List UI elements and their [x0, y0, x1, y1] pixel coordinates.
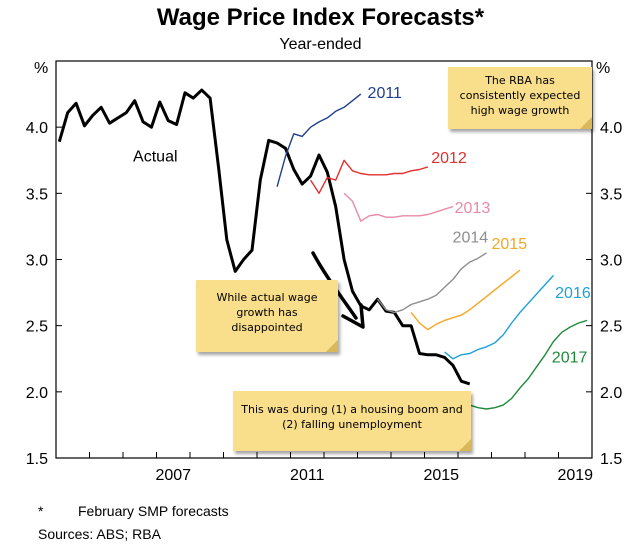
- y-tick-label-left: 4.0: [26, 120, 48, 137]
- series-label-2015: 2015: [492, 236, 528, 253]
- note-actual-text: While actual wage growth has disappointe…: [216, 291, 318, 334]
- series-line-2012: [310, 159, 429, 195]
- y-tick-label-left: 1.5: [26, 451, 48, 468]
- y-tick-label-right: 2.0: [600, 385, 622, 402]
- y-tick-label-left: 2.0: [26, 385, 48, 402]
- series-line-actual: [57, 88, 471, 386]
- y-tick-label-left: 3.5: [26, 186, 48, 203]
- note-fold-icon: [459, 439, 471, 451]
- arrow-head-icon: [341, 303, 365, 329]
- line-chart: 4.0 4.0 3.5 3.5 3.0 3.0 2.5 2.5 2.0 2.0 1.5 1.5% % 20…: [26, 60, 623, 484]
- note-fold-icon: [326, 340, 338, 352]
- series-label-2011: 2011: [368, 85, 403, 102]
- y-tick-label-right: 3.5: [600, 186, 622, 203]
- y-tick-label-right: 4.0: [600, 120, 622, 137]
- y-tick-label-right: 2.5: [600, 319, 622, 336]
- sources-line: Sources: ABS; RBA: [38, 526, 161, 542]
- series-line-2017: [469, 319, 588, 410]
- series-label-2013: 2013: [455, 200, 491, 217]
- note-rba-expected: The RBA has consistently expected high w…: [448, 67, 592, 129]
- y-unit-right: %: [596, 60, 610, 77]
- x-tick-label: 2007: [155, 467, 191, 484]
- note-fold-icon: [580, 117, 592, 129]
- y-tick-label-left: 2.5: [26, 319, 48, 336]
- x-tick-label: 2015: [423, 467, 459, 484]
- series-label-2016: 2016: [555, 285, 591, 302]
- footnote-text: February SMP forecasts: [78, 503, 229, 519]
- footnote-marker: *: [38, 503, 44, 519]
- note-actual-disappointed: While actual wage growth has disappointe…: [196, 280, 338, 352]
- note-housing-boom: This was during (1) a housing boom and (…: [233, 391, 471, 451]
- note-rba-text: The RBA has consistently expected high w…: [459, 74, 581, 117]
- series-label-2017: 2017: [552, 350, 588, 367]
- chart-subtitle: Year-ended: [279, 36, 362, 53]
- series-line-2016: [444, 274, 555, 360]
- note-housing-text: This was during (1) a housing boom and (…: [241, 403, 463, 431]
- footnote: * February SMP forecasts: [38, 503, 229, 519]
- series-line-2015: [410, 269, 521, 331]
- y-tick-label-right: 1.5: [600, 451, 622, 468]
- series-line-2013: [343, 192, 454, 222]
- series-line-2014: [377, 252, 487, 314]
- chart-title: Wage Price Index Forecasts*: [156, 4, 485, 31]
- y-tick-label-left: 3.0: [26, 253, 48, 270]
- x-tick-label: 2011: [290, 467, 325, 484]
- series-label-actual: Actual: [133, 149, 177, 166]
- series-line-2011: [276, 93, 362, 187]
- y-tick-label-right: 3.0: [600, 253, 622, 270]
- y-unit-left: %: [34, 60, 48, 77]
- x-tick-label: 2019: [557, 467, 593, 484]
- series-label-2014: 2014: [453, 229, 489, 246]
- series-label-2012: 2012: [431, 150, 467, 167]
